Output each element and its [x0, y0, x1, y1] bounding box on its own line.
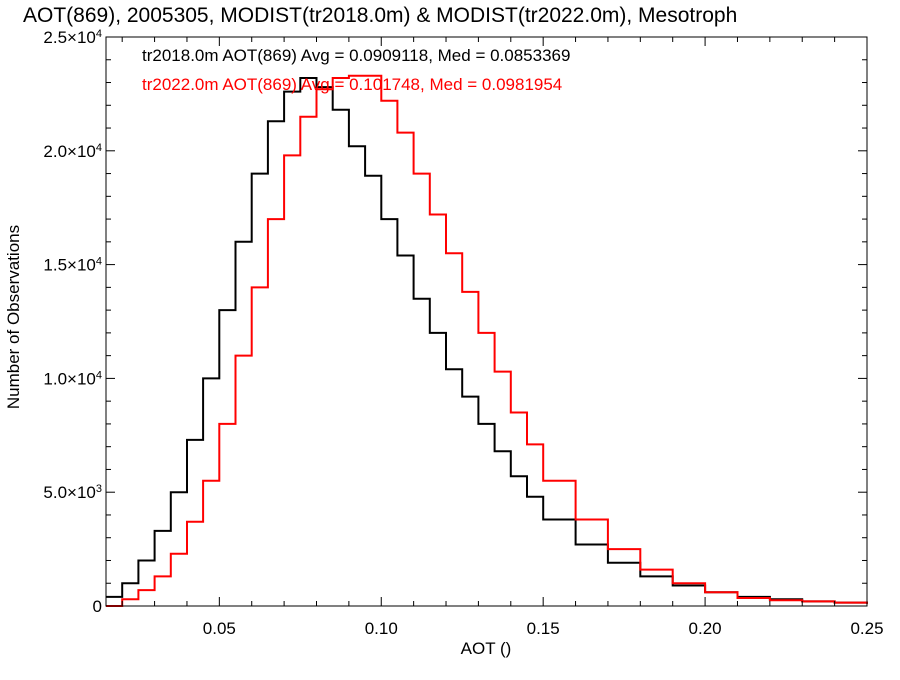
plot-frame: [105, 36, 868, 607]
x-tick-label: 0.05: [203, 619, 236, 638]
y-tick-label: 5.0×103: [43, 483, 102, 502]
y-tick-label: 0: [93, 597, 102, 616]
x-tick-label: 0.25: [850, 619, 883, 638]
annotation-tr2018.0m: tr2018.0m AOT(869) Avg = 0.0909118, Med …: [142, 46, 570, 65]
y-tick-label: 2.0×104: [43, 142, 102, 161]
y-tick-label: 1.5×104: [43, 256, 102, 275]
axis-layer: 0.05 0.10 0.15 0.20 0.25 0 5.0×103 1.0×104 1.5×1…: [43, 28, 883, 638]
annotation-tr2022.0m: tr2022.0m AOT(869) Avg = 0.101748, Med =…: [142, 75, 562, 94]
x-tick-label: 0.20: [689, 619, 722, 638]
series-layer: [106, 74, 868, 607]
x-tick-label: 0.10: [365, 619, 398, 638]
series-line-tr2018.0m: [106, 77, 868, 604]
chart-title: AOT(869), 2005305, MODIST(tr2018.0m) & M…: [23, 4, 737, 27]
annotation-layer: tr2018.0m AOT(869) Avg = 0.0909118, Med …: [142, 46, 570, 94]
y-axis-label: Number of Observations: [4, 225, 23, 409]
y-tick-label: 2.5×104: [43, 28, 102, 47]
x-axis-label: AOT (): [461, 639, 512, 658]
x-tick-label: 0.15: [527, 619, 560, 638]
y-tick-label: 1.0×104: [43, 369, 102, 388]
series-line-tr2022.0m: [106, 74, 868, 607]
